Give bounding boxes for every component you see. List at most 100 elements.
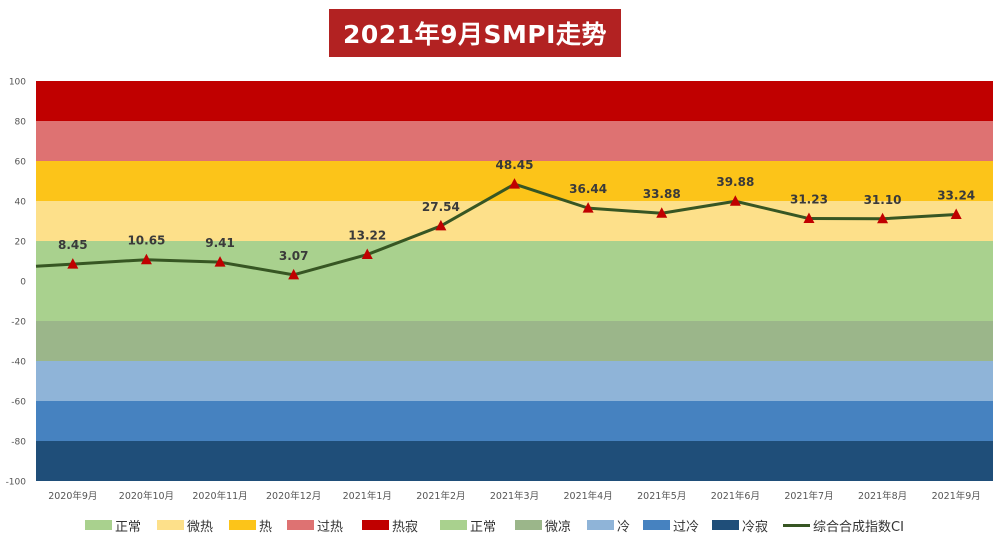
x-tick-label: 2021年4月 [563,490,612,502]
data-point-marker [67,258,79,269]
legend-swatch [362,520,389,530]
zone-band [36,281,993,321]
legend-label: 微热 [187,519,214,535]
zone-band [36,201,993,241]
y-tick-label: -20 [11,318,26,328]
y-tick-label: -40 [11,358,26,368]
legend-label: 过冷 [673,519,700,535]
zone-band [36,361,993,401]
data-label: 31.10 [864,193,902,207]
legend-swatch [157,520,184,530]
zone-band [36,401,993,441]
data-point-marker [214,256,226,267]
legend-label: 过热 [317,519,344,535]
y-axis-ticks: 100 80 60 40 20 0 -20 -40 -60 -80 -100 [6,78,27,488]
data-point-marker [877,212,889,224]
zone-band [36,321,993,361]
zone-band [36,121,993,161]
data-point-marker [803,212,815,224]
data-point-marker [288,268,300,280]
legend-label: 冷寂 [742,519,769,535]
data-markers [67,178,962,280]
legend-swatch [515,520,542,530]
data-point-marker [950,208,962,220]
zone-bands [36,81,993,481]
legend-swatch [712,520,739,530]
legend-item: 微凉 [515,512,571,538]
zone-band [36,441,993,481]
x-tick-label: 2020年10月 [119,490,174,502]
legend-swatch [287,520,314,530]
legend-swatch [440,520,467,530]
data-point-marker [582,202,594,213]
legend-label: 综合合成指数CI [813,519,904,535]
legend-item: 综合合成指数CI [783,512,904,538]
data-point-marker [140,253,152,265]
data-label: 9.41 [205,236,235,250]
x-tick-label: 2021年5月 [637,490,686,502]
data-label: 13.22 [348,229,386,243]
legend-swatch [587,520,614,530]
data-label: 48.45 [496,158,534,172]
legend-item: 热寂 [362,512,418,538]
chart-title: 2021年9月SMPI走势 [329,9,621,57]
data-label: 3.07 [279,249,309,263]
data-labels: 8.45 10.65 9.41 3.07 13.22 27.54 48.45 36.44 33.… [58,158,975,263]
x-tick-label: 2021年3月 [490,490,539,502]
legend-label: 热寂 [392,519,419,535]
legend-swatch [85,520,112,530]
y-tick-label: 0 [20,278,26,288]
zone-band [36,81,993,121]
legend-item: 正常 [85,512,141,538]
data-label: 33.88 [643,187,681,201]
x-tick-label: 2020年11月 [192,490,247,502]
data-point-marker [361,248,373,260]
legend-item: 冷寂 [712,512,768,538]
y-tick-label: -80 [11,438,26,448]
series-layer [35,182,957,277]
x-tick-label: 2020年12月 [266,490,321,502]
y-tick-label: -100 [6,478,27,488]
chart-legend: 正常 微热 热 过热 热寂 正常 微凉 冷 过冷 冷寂 综合合成指数CI [0,512,1000,538]
x-axis-ticks: 2020年9月 2020年10月 2020年11月 2020年12月 2021年1月 20… [48,490,981,502]
legend-item: 正常 [440,512,496,538]
data-label: 8.45 [58,238,88,252]
y-tick-label: 40 [15,198,27,208]
legend-label: 热 [259,519,273,535]
x-tick-label: 2021年8月 [858,490,907,502]
y-tick-label: -60 [11,398,26,408]
data-label: 10.65 [127,234,165,248]
x-tick-label: 2020年9月 [48,490,97,502]
legend-label: 正常 [470,519,497,535]
y-tick-label: 20 [15,238,27,248]
data-label: 33.24 [937,189,975,203]
data-point-marker [509,178,520,189]
legend-item: 热 [229,512,272,538]
legend-item: 过热 [287,512,343,538]
y-tick-label: 80 [15,118,27,128]
data-point-marker [729,195,741,206]
legend-item: 冷 [587,512,630,538]
legend-line-key [783,523,810,527]
series-line-ci [35,182,957,277]
legend-label: 正常 [115,519,142,535]
data-label: 27.54 [422,200,460,214]
legend-item: 微热 [157,512,213,538]
legend-swatch [229,520,256,530]
x-tick-label: 2021年1月 [343,490,392,502]
x-tick-label: 2021年2月 [416,490,465,502]
legend-item: 过冷 [643,512,699,538]
x-tick-label: 2021年6月 [711,490,760,502]
y-tick-label: 100 [9,78,26,88]
data-label: 39.88 [716,175,754,189]
x-tick-label: 2021年7月 [784,490,833,502]
data-label: 31.23 [790,193,828,207]
x-tick-label: 2021年9月 [932,490,981,502]
legend-label: 微凉 [545,519,572,535]
data-point-marker [656,207,668,218]
legend-swatch [643,520,670,530]
data-label: 36.44 [569,182,607,196]
data-point-marker [435,219,447,231]
y-tick-label: 60 [15,158,27,168]
